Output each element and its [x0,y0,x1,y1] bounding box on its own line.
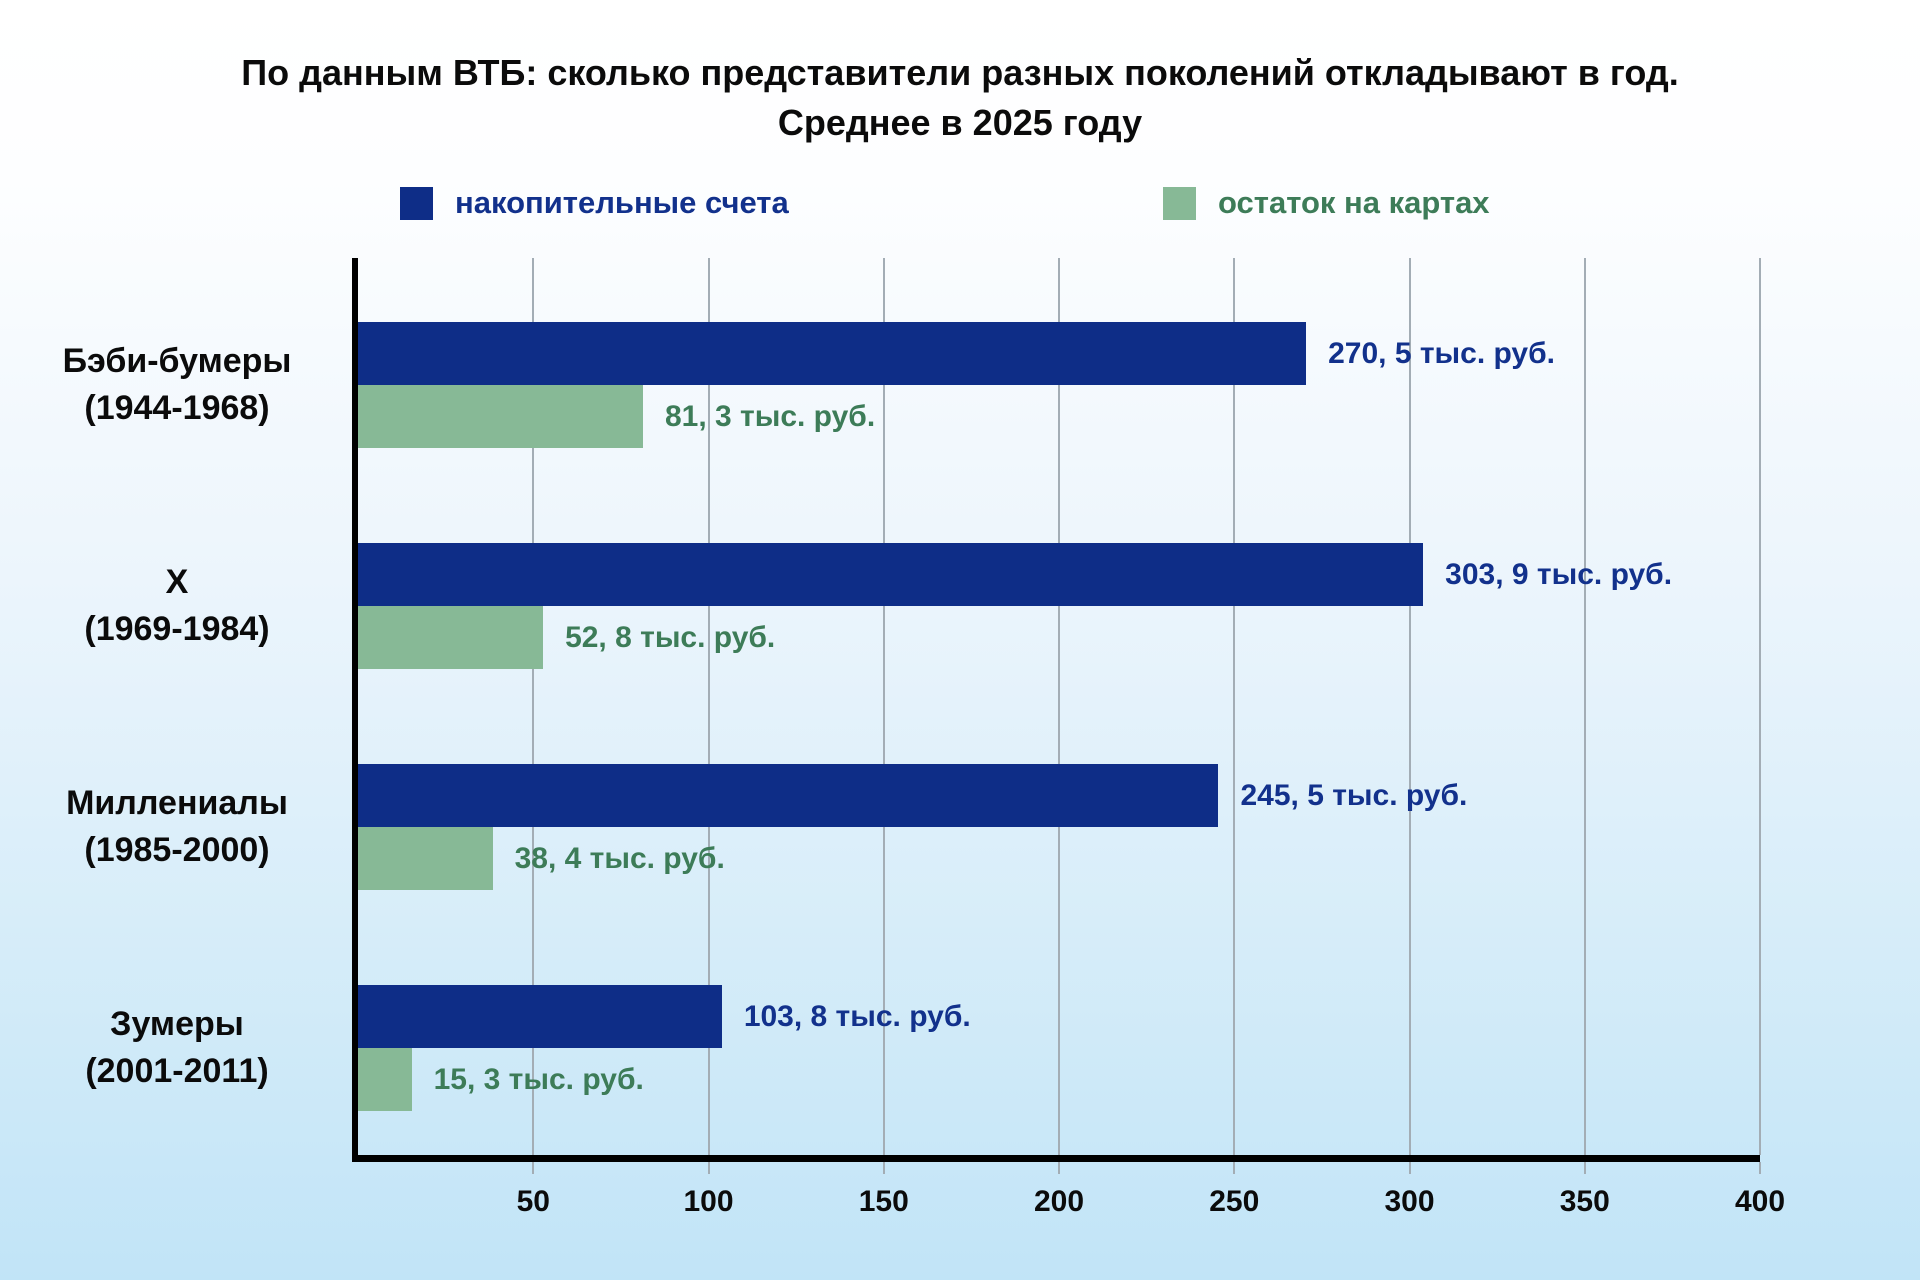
tick-mark [532,1162,535,1174]
category-label: Бэби-бумеры (1944-1968) [12,322,342,448]
gridline [1233,258,1236,1155]
category-label: X (1969-1984) [12,543,342,669]
x-tick-label: 350 [1559,1185,1610,1218]
chart-title-line1: По данным ВТБ: сколько представители раз… [241,52,1679,93]
tick-mark [1759,1162,1761,1174]
bar-value-label: 103, 8 тыс. руб. [743,999,971,1033]
bar-group: 245, 5 тыс. руб. 38, 4 тыс. руб. [358,764,1760,890]
bar-card-balance [358,606,544,669]
category-years: (1969-1984) [84,610,270,648]
legend-label: накопительные счета [455,185,789,220]
bar-savings-accounts [358,985,722,1048]
category-name: Миллениалы [66,784,288,822]
bar-savings-accounts [358,764,1219,827]
bar-savings-accounts [358,543,1424,606]
category-years: (1985-2000) [84,831,270,869]
x-tick-label: 50 [516,1185,550,1218]
bar-line-card-balance: 52, 8 тыс. руб. [358,606,1760,669]
plot-area: 270, 5 тыс. руб. 81, 3 тыс. руб. 303, 9 ты… [352,258,1761,1162]
bar-value-label: 303, 9 тыс. руб. [1445,557,1673,591]
bar-group: 303, 9 тыс. руб. 52, 8 тыс. руб. [358,543,1760,669]
category-name: Зумеры [110,1005,244,1043]
x-tick-label: 150 [858,1185,909,1218]
bar-group: 103, 8 тыс. руб. 15, 3 тыс. руб. [358,985,1760,1111]
bar-value-label: 52, 8 тыс. руб. [565,620,776,654]
bar-value-label: 81, 3 тыс. руб. [664,399,876,433]
tick-mark [707,1162,710,1174]
category-name: Бэби-бумеры [62,342,292,380]
x-tick-label: 250 [1209,1185,1260,1218]
gridline [532,258,535,1155]
bar-card-balance [358,385,643,448]
tick-mark [882,1162,885,1174]
bar-line-card-balance: 15, 3 тыс. руб. [358,1048,1760,1111]
chart-title: По данным ВТБ: сколько представители раз… [0,48,1920,148]
x-tick-label: 400 [1734,1185,1786,1218]
x-tick-label: 200 [1033,1185,1085,1218]
chart-title-line2: Среднее в 2025 году [777,102,1143,143]
x-tick-label: 100 [683,1185,734,1218]
gridline [1058,258,1060,1155]
bar-line-card-balance: 38, 4 тыс. руб. [358,827,1760,890]
legend-label: остаток на картах [1218,185,1490,220]
bar-card-balance [358,1048,412,1111]
bar-savings-accounts [358,322,1307,385]
x-tick-label: 300 [1384,1185,1435,1218]
legend-swatch-card-balance [1163,186,1196,220]
bar-value-label: 15, 3 тыс. руб. [433,1062,644,1096]
bar-line-savings-accounts: 245, 5 тыс. руб. [358,764,1760,827]
gridline [707,258,710,1155]
category-name: X [165,563,189,601]
bar-card-balance [358,827,493,890]
bar-value-label: 270, 5 тыс. руб. [1328,336,1555,370]
tick-mark [1408,1162,1411,1174]
bar-line-savings-accounts: 303, 9 тыс. руб. [358,543,1760,606]
gridline [1408,258,1411,1155]
bar-value-label: 245, 5 тыс. руб. [1240,778,1468,812]
legend-item-card-balance: остаток на картах [1163,185,1490,220]
gridline [1583,258,1586,1155]
bar-group: 270, 5 тыс. руб. 81, 3 тыс. руб. [358,322,1760,448]
legend-item-savings-accounts: накопительные счета [400,185,789,220]
tick-mark [1233,1162,1236,1174]
category-label: Миллениалы (1985-2000) [12,764,342,890]
bar-value-label: 38, 4 тыс. руб. [514,841,725,875]
bar-line-savings-accounts: 270, 5 тыс. руб. [358,322,1760,385]
category-label: Зумеры (2001-2011) [12,985,342,1111]
tick-mark [1058,1162,1060,1174]
tick-mark [1583,1162,1586,1174]
category-years: (2001-2011) [85,1052,269,1090]
legend-swatch-savings-accounts [400,186,433,220]
bar-line-card-balance: 81, 3 тыс. руб. [358,385,1760,448]
category-years: (1944-1968) [84,389,270,427]
bar-line-savings-accounts: 103, 8 тыс. руб. [358,985,1760,1048]
gridline [882,258,885,1155]
gridline [1759,258,1761,1155]
